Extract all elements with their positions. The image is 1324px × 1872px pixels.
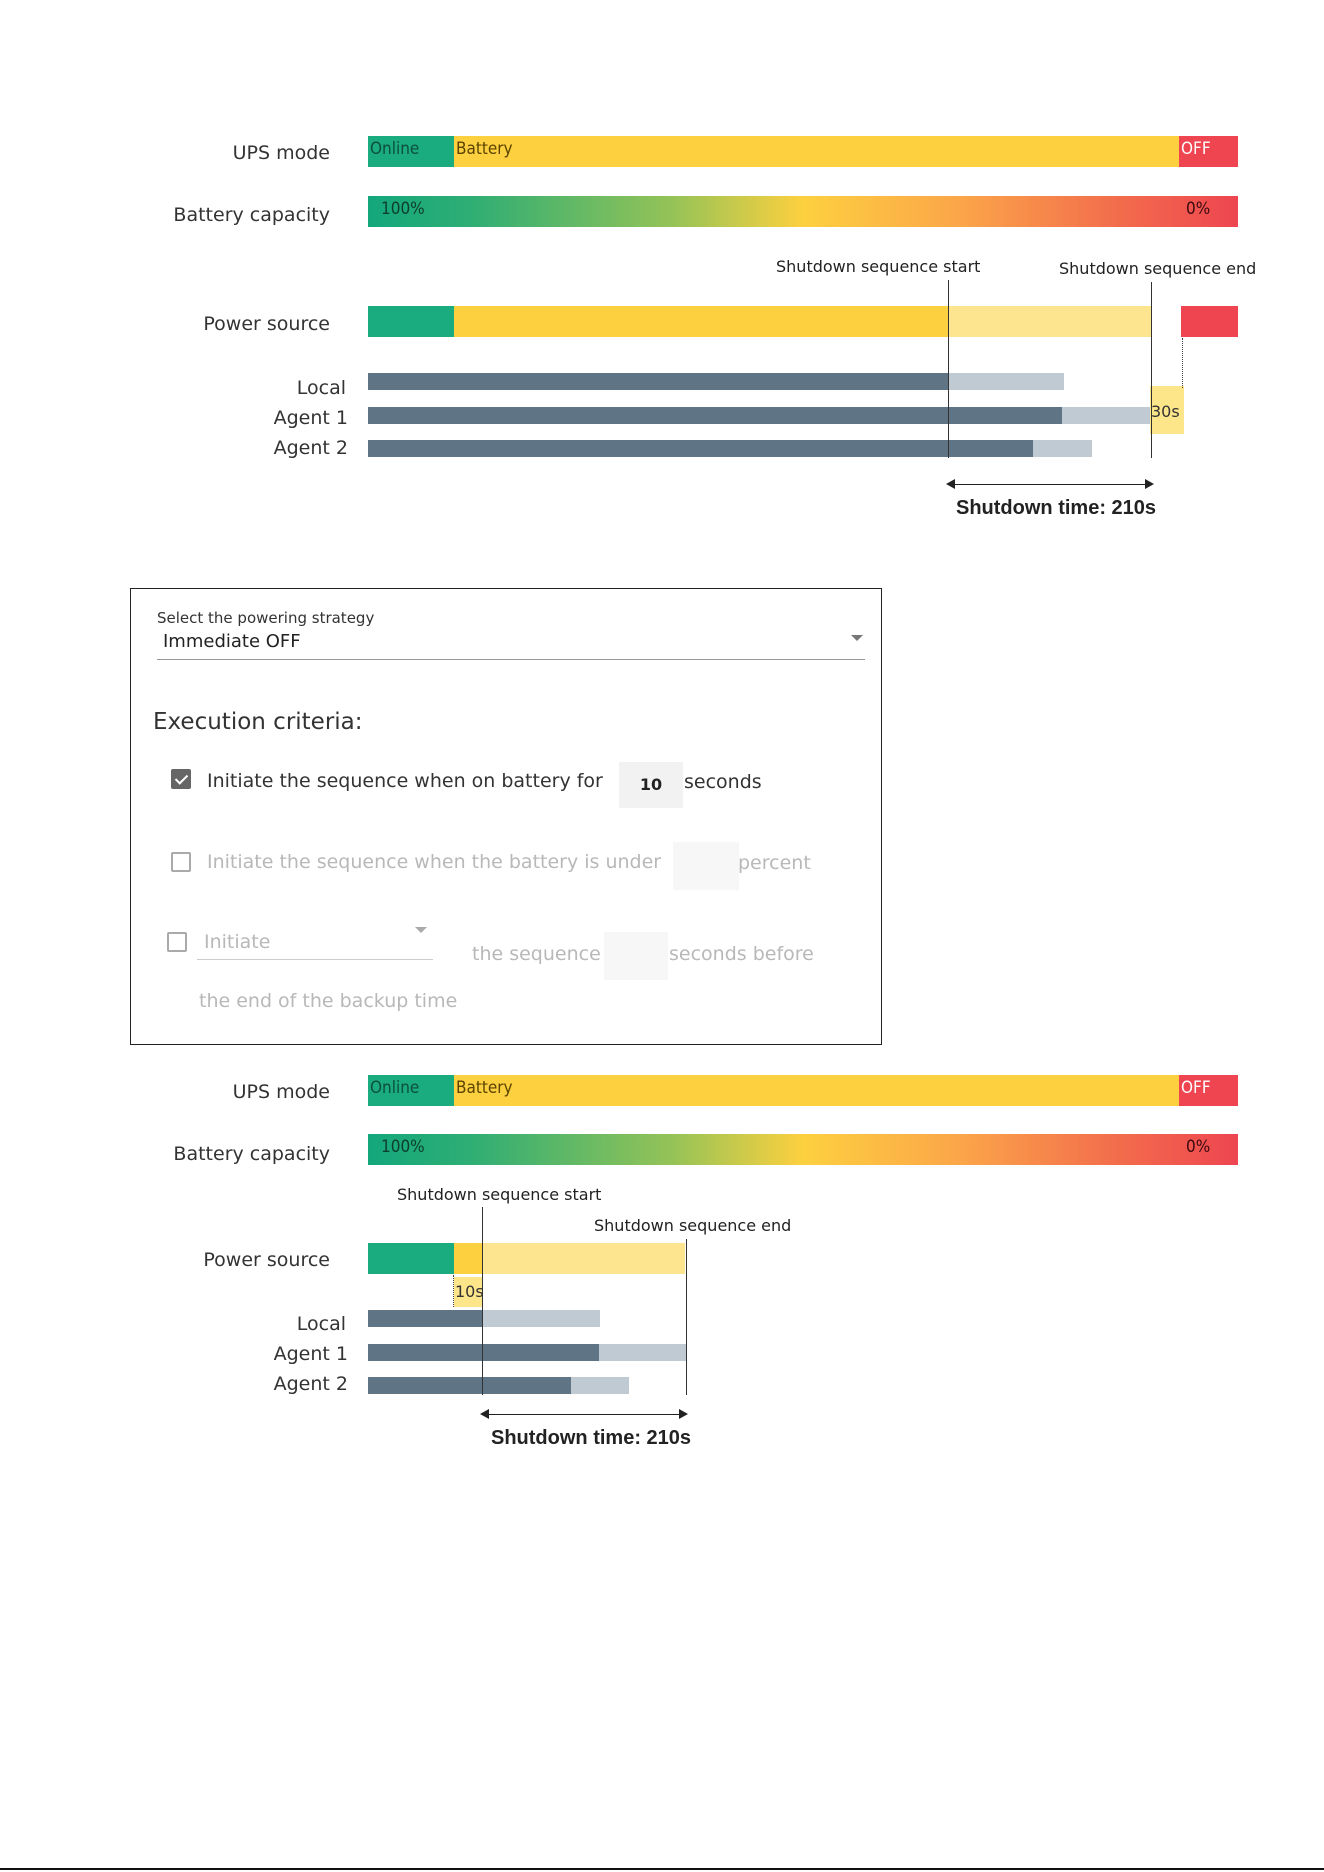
ups-mode-battery-text: Battery xyxy=(456,139,513,159)
sequence-start-annotation: Shutdown sequence start xyxy=(397,1185,602,1204)
delay-dotted-line xyxy=(453,1275,454,1307)
criterion3-text2: the end of the backup time xyxy=(199,990,458,1012)
criterion3-text: the sequence xyxy=(472,943,601,965)
ups-mode-online-text: Online xyxy=(370,1078,420,1098)
strategy-select[interactable]: Immediate OFF xyxy=(157,625,865,660)
ups-mode-label: UPS mode xyxy=(232,1081,330,1103)
ups-mode-label: UPS mode xyxy=(232,142,330,164)
local-bar-pending xyxy=(948,373,1064,390)
criterion3-select-value: Initiate xyxy=(204,931,271,953)
battery-capacity-end-text: 0% xyxy=(1186,199,1211,219)
criterion2-checkbox[interactable] xyxy=(171,852,191,872)
criterion3-select[interactable]: Initiate xyxy=(197,921,433,960)
strategy-select-label: Select the powering strategy xyxy=(157,609,375,627)
execution-criteria-title: Execution criteria: xyxy=(153,709,363,735)
power-source-off-segment xyxy=(1181,306,1238,337)
sequence-end-line xyxy=(1151,282,1152,458)
arrow-left-head xyxy=(480,1409,489,1419)
ups-mode-off-segment: OFF xyxy=(1179,1075,1238,1106)
off-delay-dotted-line xyxy=(1182,338,1183,388)
local-label: Local xyxy=(296,377,346,399)
power-source-label: Power source xyxy=(203,313,330,335)
chevron-down-icon xyxy=(415,927,427,933)
agent2-label: Agent 2 xyxy=(273,1373,348,1395)
ups-mode-off-text: OFF xyxy=(1181,1078,1211,1098)
arrow-left-head xyxy=(946,479,955,489)
battery-capacity-bar: 100% 0% xyxy=(368,196,1238,227)
criterion3-unit: seconds before xyxy=(669,943,814,965)
delay-tag-text: 10s xyxy=(455,1282,484,1301)
ups-mode-bar: Online Battery OFF xyxy=(368,136,1238,167)
delay-tag: 30s xyxy=(1150,386,1184,434)
battery-capacity-bar: 100% 0% xyxy=(368,1134,1238,1165)
ups-mode-battery-segment: Battery xyxy=(454,1075,1179,1106)
power-source-shutdown-segment xyxy=(482,1243,685,1274)
battery-capacity-start-text: 100% xyxy=(381,1137,425,1157)
battery-capacity-end-text: 0% xyxy=(1186,1137,1211,1157)
agent2-bar-pending xyxy=(571,1377,629,1394)
ups-mode-online-segment: Online xyxy=(368,136,454,167)
sequence-end-line xyxy=(686,1239,687,1395)
agent2-bar-pending xyxy=(1033,440,1092,457)
local-bar xyxy=(368,1310,482,1327)
chevron-down-icon xyxy=(851,635,863,641)
agent1-bar-pending xyxy=(1062,407,1150,424)
criterion1-text: Initiate the sequence when on battery fo… xyxy=(207,770,603,792)
sequence-start-line xyxy=(482,1207,483,1395)
ups-mode-battery-text: Battery xyxy=(456,1078,513,1098)
criterion3-checkbox[interactable] xyxy=(167,932,187,952)
shutdown-time-arrow xyxy=(486,1414,682,1415)
ups-mode-off-text: OFF xyxy=(1181,139,1211,159)
power-source-label: Power source xyxy=(203,1249,330,1271)
agent2-label: Agent 2 xyxy=(273,437,348,459)
ups-mode-off-segment: OFF xyxy=(1179,136,1238,167)
agent1-label: Agent 1 xyxy=(273,1343,348,1365)
ups-mode-bar: Online Battery OFF xyxy=(368,1075,1238,1106)
shutdown-time-arrow xyxy=(952,484,1148,485)
agent1-label: Agent 1 xyxy=(273,407,348,429)
power-source-online-segment xyxy=(368,306,454,337)
strategy-settings-panel: Select the powering strategy Immediate O… xyxy=(130,588,882,1045)
sequence-start-line xyxy=(948,280,949,458)
power-source-battery-segment xyxy=(454,1243,482,1274)
delay-tag: 10s xyxy=(454,1277,484,1307)
criterion2-percent-input[interactable] xyxy=(673,842,739,890)
agent1-bar xyxy=(368,1344,599,1361)
ups-mode-battery-segment: Battery xyxy=(454,136,1179,167)
delay-tag-text: 30s xyxy=(1151,402,1180,421)
page-bottom-rule xyxy=(0,1868,1324,1870)
arrow-right-head xyxy=(1145,479,1154,489)
power-source-bar xyxy=(368,306,1238,337)
sequence-end-annotation: Shutdown sequence end xyxy=(1059,259,1257,278)
shutdown-time-label: Shutdown time: 210s xyxy=(956,497,1157,519)
sequence-start-annotation: Shutdown sequence start xyxy=(776,257,981,276)
agent2-bar xyxy=(368,1377,571,1394)
local-label: Local xyxy=(296,1313,346,1335)
battery-capacity-label: Battery capacity xyxy=(173,204,330,226)
criterion3-seconds-input[interactable] xyxy=(604,932,668,980)
criterion1-seconds-input[interactable]: 10 xyxy=(619,762,683,808)
sequence-end-annotation: Shutdown sequence end xyxy=(594,1216,792,1235)
criterion1-checkbox[interactable] xyxy=(171,769,191,789)
criterion1-unit: seconds xyxy=(684,771,762,793)
agent1-bar xyxy=(368,407,1062,424)
ups-mode-online-segment: Online xyxy=(368,1075,454,1106)
strategy-select-value: Immediate OFF xyxy=(163,631,301,652)
battery-capacity-label: Battery capacity xyxy=(173,1143,330,1165)
criterion2-text: Initiate the sequence when the battery i… xyxy=(207,851,662,873)
battery-capacity-start-text: 100% xyxy=(381,199,425,219)
shutdown-time-label: Shutdown time: 210s xyxy=(491,1427,692,1449)
arrow-right-head xyxy=(679,1409,688,1419)
power-source-bar xyxy=(368,1243,688,1274)
local-bar-pending xyxy=(482,1310,600,1327)
ups-mode-online-text: Online xyxy=(370,139,420,159)
power-source-shutdown-segment xyxy=(948,306,1151,337)
agent1-bar-pending xyxy=(599,1344,686,1361)
local-bar xyxy=(368,373,948,390)
power-source-battery-segment xyxy=(454,306,948,337)
power-source-online-segment xyxy=(368,1243,454,1274)
agent2-bar xyxy=(368,440,1033,457)
criterion2-unit: percent xyxy=(738,852,811,874)
